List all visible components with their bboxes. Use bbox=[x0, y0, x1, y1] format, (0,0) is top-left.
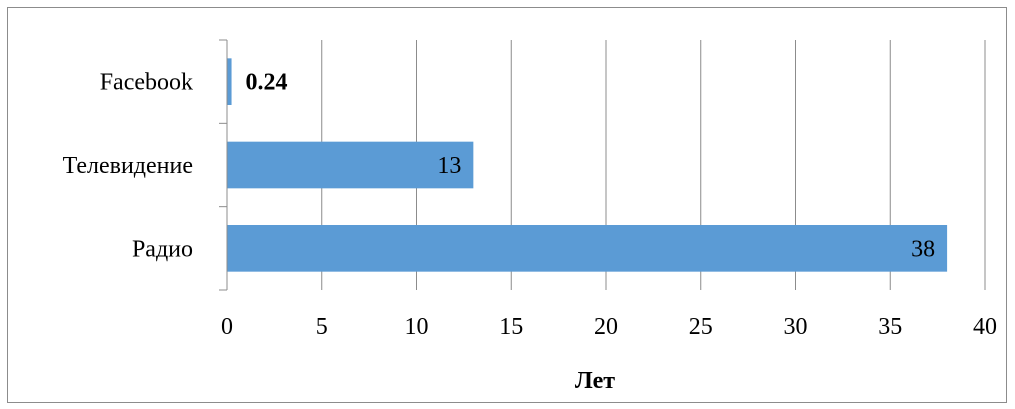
x-tick-label: 20 bbox=[594, 314, 618, 340]
x-tick-label: 5 bbox=[316, 314, 328, 340]
x-tick-label: 0 bbox=[221, 314, 233, 340]
data-label: 13 bbox=[437, 153, 461, 179]
labels: 0 5 10 15 20 25 30 35 40 Facebook 0.24 Телевидение 1… bbox=[63, 70, 997, 340]
bar bbox=[227, 225, 948, 272]
category-label: Телевидение bbox=[63, 153, 193, 179]
data-label: 0.24 bbox=[246, 70, 288, 96]
axes bbox=[219, 39, 228, 291]
x-tick-label: 30 bbox=[784, 314, 808, 340]
x-axis-title: Лет bbox=[575, 368, 615, 394]
x-tick-label: 10 bbox=[405, 314, 429, 340]
x-tick-label: 40 bbox=[973, 314, 997, 340]
x-tick-label: 15 bbox=[499, 314, 523, 340]
category-label: Facebook bbox=[100, 70, 193, 96]
x-tick-label: 35 bbox=[878, 314, 902, 340]
category-label: Радио bbox=[132, 236, 193, 262]
bar bbox=[227, 141, 474, 189]
bar bbox=[227, 58, 232, 105]
data-label: 38 bbox=[911, 236, 935, 262]
bars bbox=[227, 58, 948, 272]
chart-frame bbox=[7, 7, 1007, 403]
x-tick-label: 25 bbox=[689, 314, 713, 340]
